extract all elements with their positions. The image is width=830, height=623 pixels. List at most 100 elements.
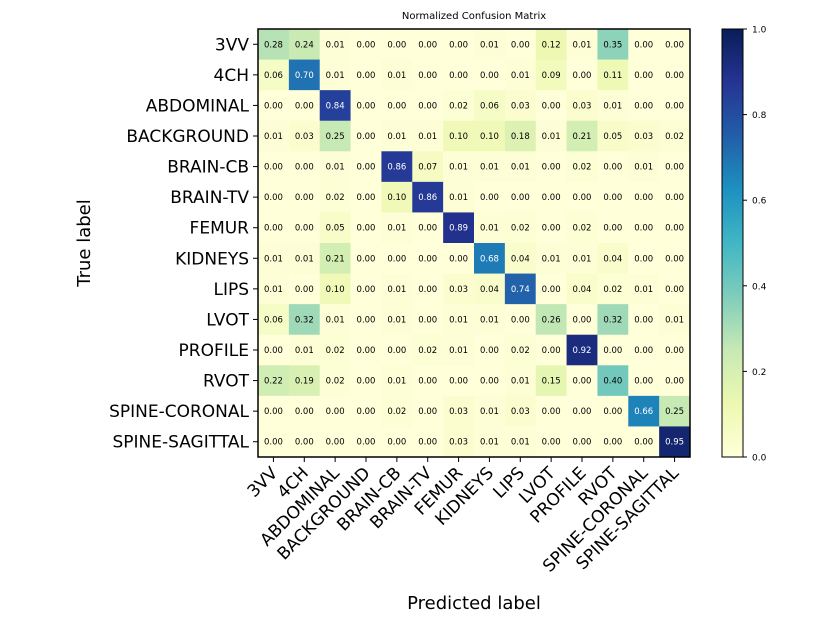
heatmap-cell	[566, 426, 598, 458]
y-tick-label: FEMUR	[190, 219, 250, 239]
cell-value-label: 0.35	[603, 40, 622, 50]
heatmap-cell	[474, 181, 506, 213]
heatmap-cell	[381, 212, 413, 244]
heatmap-cell	[504, 304, 537, 336]
cell-value-label: 0.00	[603, 193, 622, 203]
heatmap-cell	[443, 426, 475, 458]
heatmap-cell	[474, 29, 506, 61]
cell-value-label: 0.01	[573, 40, 592, 50]
heatmap-cell	[412, 181, 444, 213]
cell-value-label: 0.01	[665, 315, 684, 325]
heatmap-cell	[628, 304, 660, 336]
cell-value-label: 0.00	[387, 438, 406, 448]
heatmap-cell	[319, 365, 352, 397]
cell-value-label: 0.03	[511, 101, 530, 111]
cell-value-label: 0.01	[387, 71, 406, 81]
cell-value-label: 0.01	[387, 132, 406, 142]
cell-value-label: 0.19	[295, 377, 314, 387]
cell-value-label: 0.00	[357, 377, 376, 387]
cell-value-label: 0.01	[480, 224, 499, 234]
heatmap-cell	[474, 151, 506, 183]
heatmap-cell	[659, 304, 691, 336]
heatmap-cell	[443, 120, 475, 152]
cell-value-label: 0.00	[665, 254, 684, 264]
heatmap-cell	[288, 181, 321, 213]
cell-value-label: 0.66	[634, 407, 653, 417]
cell-value-label: 0.00	[634, 101, 653, 111]
cell-value-label: 0.05	[326, 224, 345, 234]
heatmap-cell	[566, 120, 598, 152]
cell-value-label: 0.00	[295, 101, 314, 111]
heatmap-cell	[319, 59, 352, 91]
cell-value-label: 0.00	[295, 193, 314, 203]
heatmap-cell	[474, 395, 506, 427]
heatmap-cell	[350, 243, 382, 275]
heatmap-cell	[319, 304, 352, 336]
heatmap-cell	[566, 395, 598, 427]
y-tick-label: SPINE-SAGITTAL	[112, 433, 249, 453]
cell-value-label: 0.03	[295, 132, 314, 142]
y-tick-label: SPINE-CORONAL	[109, 402, 249, 422]
heatmap-cell	[350, 365, 382, 397]
cell-value-label: 0.00	[665, 101, 684, 111]
y-tick-label: LVOT	[206, 310, 249, 330]
heatmap-cell	[350, 29, 382, 61]
heatmap-cell	[535, 395, 568, 427]
cell-value-label: 0.00	[573, 438, 592, 448]
heatmap-cell	[350, 304, 382, 336]
cell-value-label: 0.26	[542, 315, 561, 325]
heatmap-cell	[319, 243, 352, 275]
cell-value-label: 0.02	[511, 224, 530, 234]
cell-value-label: 0.00	[418, 40, 437, 50]
heatmap-cell	[412, 59, 444, 91]
heatmap-cell	[659, 365, 691, 397]
cell-value-label: 0.03	[511, 407, 530, 417]
heatmap-cell	[350, 212, 382, 244]
cell-value-label: 0.00	[357, 163, 376, 173]
heatmap-cell	[659, 120, 691, 152]
cell-value-label: 0.00	[295, 285, 314, 295]
colorbar-tick-label: 0.0	[752, 454, 767, 464]
heatmap-cell	[659, 395, 691, 427]
heatmap-cell	[443, 304, 475, 336]
heatmap-cell	[288, 334, 321, 366]
heatmap-cell	[288, 243, 321, 275]
y-tick-label: KIDNEYS	[175, 249, 249, 269]
cell-value-label: 0.00	[511, 40, 530, 50]
heatmap-cell	[659, 181, 691, 213]
cell-value-label: 0.01	[634, 163, 653, 173]
heatmap-cell	[659, 334, 691, 366]
heatmap-cell	[474, 59, 506, 91]
heatmap-cell	[535, 426, 568, 458]
cell-value-label: 0.10	[449, 132, 468, 142]
heatmap-cell	[381, 243, 413, 275]
cell-value-label: 0.00	[295, 163, 314, 173]
heatmap-cell	[288, 212, 321, 244]
heatmap-cell	[443, 243, 475, 275]
heatmap-cell	[350, 151, 382, 183]
cell-value-label: 0.86	[418, 193, 437, 203]
cell-value-label: 0.00	[387, 346, 406, 356]
heatmap-cell	[535, 59, 568, 91]
heatmap-cell	[474, 212, 506, 244]
cell-value-label: 0.02	[665, 132, 684, 142]
cell-value-label: 0.00	[480, 346, 499, 356]
heatmap-cell	[504, 29, 537, 61]
cell-value-label: 0.01	[542, 254, 561, 264]
cell-value-label: 0.00	[418, 315, 437, 325]
heatmap-cell	[535, 365, 568, 397]
heatmap-cell	[412, 304, 444, 336]
heatmap-cell	[350, 120, 382, 152]
cell-value-label: 0.04	[511, 254, 530, 264]
heatmap-cell	[319, 212, 352, 244]
cell-value-label: 0.32	[295, 315, 314, 325]
heatmap-cell	[628, 243, 660, 275]
heatmap-cell	[535, 212, 568, 244]
cell-value-label: 0.02	[449, 101, 468, 111]
heatmap-cell	[443, 29, 475, 61]
heatmap-cell	[628, 365, 660, 397]
y-tick-label: LIPS	[213, 280, 249, 300]
cell-value-label: 0.02	[326, 377, 345, 387]
heatmap-cell	[258, 29, 290, 61]
